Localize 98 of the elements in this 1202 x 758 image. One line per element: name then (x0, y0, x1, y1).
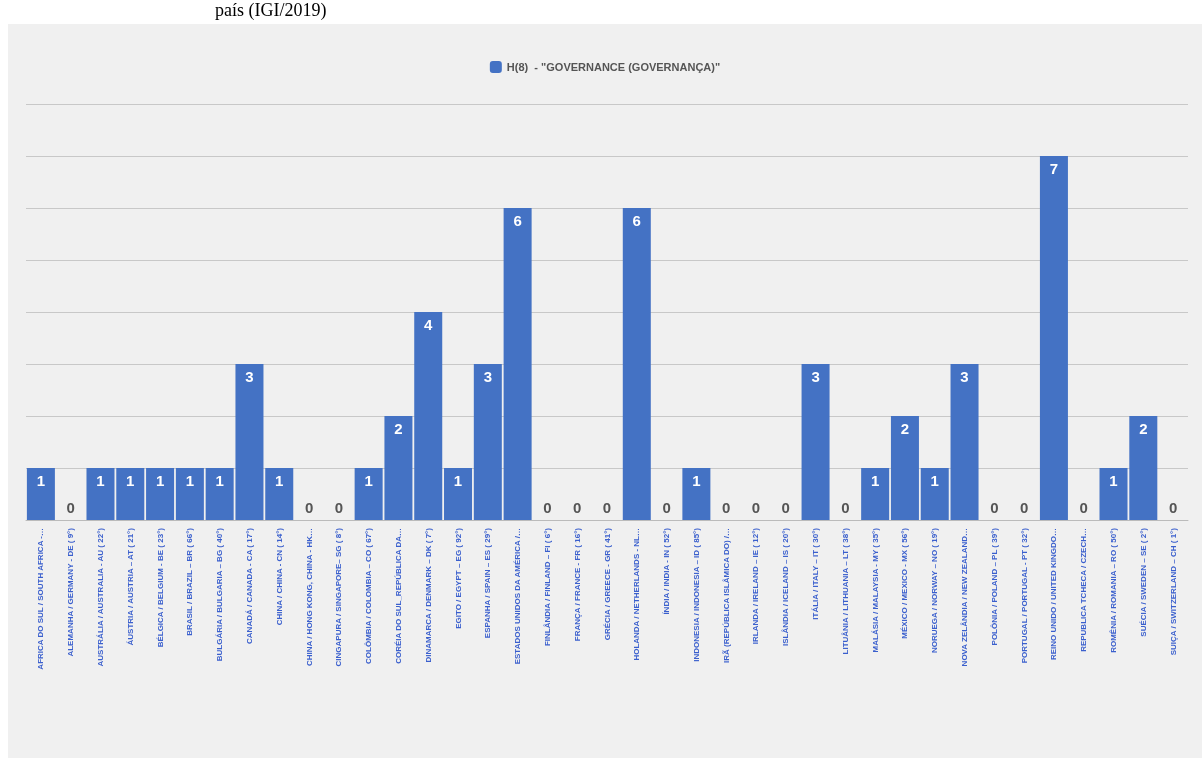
x-tick-label: NORUEGA / NORWAY – NO ( 19°) (930, 527, 940, 654)
x-tick-label: INDONESIA / INDONESIA – ID ( 85°) (691, 527, 701, 662)
x-tick-label: SUÉCIA / SWEDEN – SE ( 2°) (1138, 527, 1148, 637)
data-label: 1 (155, 472, 165, 489)
data-label: 1 (96, 472, 105, 489)
x-tick-label: CHINA / CHINA - CN ( 14°) (274, 527, 284, 626)
bar (1039, 156, 1068, 520)
data-label: 0 (751, 499, 761, 516)
x-tick-label: ESTADOS UNIDOS DA AMÉRICA /… (513, 528, 523, 665)
legend-label: H(8) - "GOVERNANCE (GOVERNANÇA)" (506, 61, 721, 73)
x-tick-label: BÉLGICA / BELGIUM - BE ( 23°) (155, 527, 165, 648)
x-tick-label: COLÔMBIA / COLOMBIA – CO ( 67°) (364, 527, 374, 664)
x-tick-label: ALEMANHA / GERMANY - DE ( 9°) (66, 527, 76, 657)
x-tick-label: FINLÂNDIA / FINLAND – FI ( 6°) (542, 527, 552, 647)
bar (414, 312, 443, 520)
data-label: 1 (453, 472, 463, 489)
x-tick-label: CANADÁ / CANADA - CA ( 17°) (244, 527, 254, 644)
x-tick-label: ROMÊNIA / ROMANIA – RO ( 50°) (1109, 527, 1119, 653)
bar (26, 468, 55, 520)
x-tick-label: GRÉCIA / GREECE - GR ( 41°) (602, 527, 612, 641)
data-label: 0 (334, 499, 344, 516)
x-tick-label: LITUÂNIA / LITHUANIA – LT ( 38°) (840, 527, 850, 655)
data-label: 7 (1049, 160, 1059, 177)
data-label: 2 (900, 420, 910, 437)
bar (503, 208, 532, 520)
data-label: 3 (811, 368, 820, 385)
bar (622, 208, 651, 520)
data-label: 3 (960, 368, 969, 385)
x-tick-label: CHINA / HONG KONG, CHINA - HK… (304, 528, 314, 667)
bar (116, 468, 145, 520)
bar (146, 468, 175, 520)
x-tick-label: SUIÇA / SWITZERLAND – CH ( 1°) (1168, 527, 1178, 656)
bar (682, 468, 711, 520)
x-tick-label: ISLÂNDIA / ICELAND – IS ( 20°) (781, 527, 791, 647)
x-tick-label: EGITO / EGYPT – EG ( 92°) (453, 527, 463, 629)
data-label: 0 (841, 499, 850, 516)
data-label: 0 (1019, 499, 1029, 516)
x-tick-label: CINGAPURA / SINGAPORE– SG ( 8°) (334, 527, 344, 667)
data-label: 2 (394, 420, 403, 437)
x-tick-label: ITÁLIA / ITALY – IT ( 30°) (811, 527, 821, 620)
data-label: 1 (1109, 472, 1118, 489)
x-tick-label: REPUBLICA TCHECA / CZECH… (1079, 528, 1089, 652)
x-tick-label: AFRICA DO SUL / SOUTH AFRICA -… (36, 528, 46, 670)
data-label: 1 (185, 472, 195, 489)
x-tick-label: ÍNDIA / INDIA - IN ( 52°) (662, 527, 672, 615)
x-tick-label: BULGÁRIA / BULGARIA – BG ( 40°) (215, 527, 225, 662)
x-tick-label: CORÉIA DO SUL_REPÚBLICA DA… (393, 528, 403, 664)
data-label: 1 (364, 472, 373, 489)
data-label: 0 (602, 499, 612, 516)
bar (265, 468, 294, 520)
x-tick-label: NOVA ZELÂNDIA / NEW ZEALAND… (960, 528, 970, 667)
x-tick-label: PORTUGAL / PORTUGAL - PT ( 32°) (1019, 527, 1029, 664)
data-label: 1 (36, 472, 46, 489)
data-label: 0 (990, 499, 999, 516)
x-tick-label: ÁUSTRIA / AUSTRIA – AT ( 21°) (125, 527, 135, 646)
data-label: 3 (483, 368, 492, 385)
bar (473, 364, 502, 520)
data-label: 0 (1168, 499, 1178, 516)
data-label: 1 (930, 472, 939, 489)
x-tick-label: MÉXICO / MEXICO - MX ( 56°) (900, 527, 910, 639)
x-tick-label: MALÁSIA / MALAYSIA - MY ( 35°) (870, 527, 880, 653)
data-label: 0 (1079, 499, 1088, 516)
data-label: 0 (573, 499, 582, 516)
data-label: 0 (781, 499, 790, 516)
bar (86, 468, 115, 520)
data-label: 1 (275, 472, 284, 489)
data-label: 0 (722, 499, 731, 516)
bar (444, 468, 473, 520)
bar (861, 468, 890, 520)
data-label: 1 (215, 472, 224, 489)
data-label: 1 (126, 472, 135, 489)
data-label: 4 (424, 316, 434, 333)
data-label: 0 (662, 499, 671, 516)
bar (890, 416, 919, 520)
x-tick-label: HOLANDA / NETHERLANDS - NL… (632, 528, 642, 661)
data-label: 1 (870, 472, 880, 489)
x-tick-label: REINO UNIDO / UNITED KINGDO… (1049, 528, 1059, 661)
data-label: 3 (245, 368, 254, 385)
data-label: 0 (543, 499, 552, 516)
bar (920, 468, 949, 520)
data-label: 0 (304, 499, 314, 516)
bar (950, 364, 979, 520)
x-tick-label: BRASIL / BRAZIL – BR ( 66°) (185, 527, 195, 636)
x-tick-label: IRLANDA / IRELAND – IE ( 12°) (751, 527, 761, 645)
text: país (IGI/2019) (215, 0, 327, 21)
data-label: 0 (66, 499, 75, 516)
x-tick-label: POLÔNIA / POLAND – PL ( 39°) (989, 527, 999, 646)
data-label: 6 (513, 212, 522, 229)
data-label: 6 (632, 212, 641, 229)
x-tick-label: AUSTRÁLIA / AUSTRALIA - AU ( 22°) (95, 527, 105, 667)
bar (801, 364, 830, 520)
x-tick-label: FRANÇA / FRANCE - FR ( 16°) (572, 527, 582, 642)
x-tick-label: IRÃ (REPÚBLICA ISLÂMICA DO) /… (721, 528, 731, 663)
x-tick-label: ESPANHA / SPAIN – ES ( 29°) (483, 527, 493, 639)
bar (175, 468, 204, 520)
x-tick-label: DINAMARCA / DENMARK – DK ( 7°) (423, 527, 433, 663)
data-label: 2 (1139, 420, 1148, 437)
data-label: 1 (692, 472, 701, 489)
